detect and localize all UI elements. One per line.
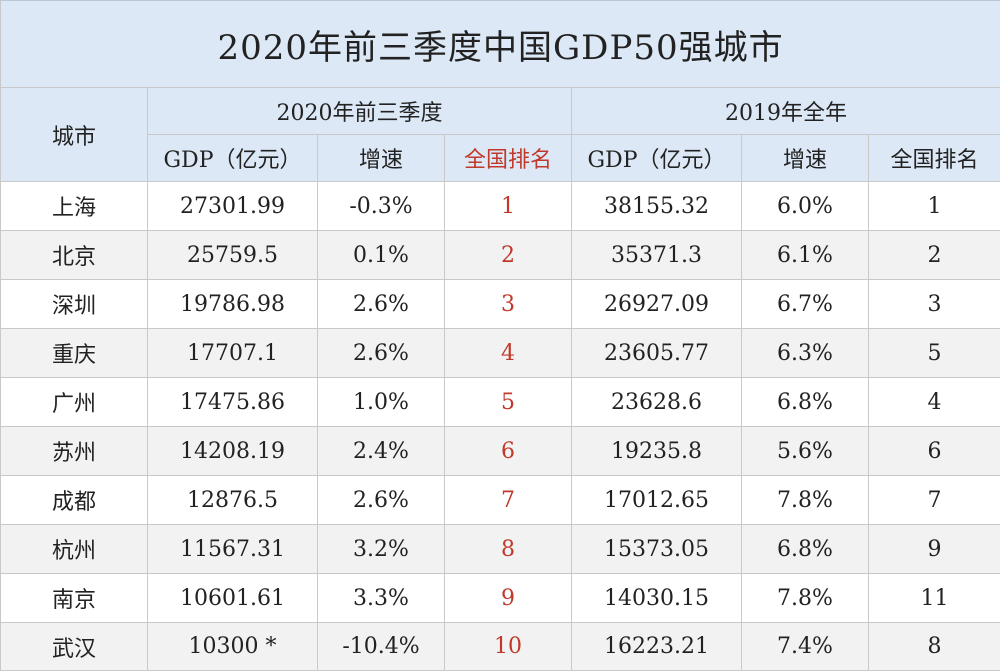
- gdp-2019-cell: 14030.15: [572, 574, 742, 623]
- table-title: 2020年前三季度中国GDP50强城市: [1, 1, 1000, 88]
- growth-2019-cell: 7.8%: [742, 574, 869, 623]
- growth-2019-cell: 6.8%: [742, 525, 869, 574]
- rank-2019-cell: 9: [869, 525, 1000, 574]
- table-row: 南京 10601.61 3.3% 9 14030.15 7.8% 11: [1, 574, 1000, 623]
- growth-2020-cell: -10.4%: [318, 623, 445, 671]
- city-cell: 深圳: [1, 280, 148, 329]
- gdp-2020-cell: 11567.31: [148, 525, 318, 574]
- rank-2020-header: 全国排名: [445, 135, 572, 182]
- rank-2020-cell: 6: [445, 427, 572, 476]
- rank-2020-cell: 3: [445, 280, 572, 329]
- rank-2019-header: 全国排名: [869, 135, 1000, 182]
- rank-2020-cell: 2: [445, 231, 572, 280]
- gdp-2019-cell: 23628.6: [572, 378, 742, 427]
- gdp-2020-cell: 19786.98: [148, 280, 318, 329]
- growth-2020-cell: 3.2%: [318, 525, 445, 574]
- growth-2019-cell: 5.6%: [742, 427, 869, 476]
- gdp-2019-cell: 26927.09: [572, 280, 742, 329]
- city-cell: 广州: [1, 378, 148, 427]
- city-cell: 武汉: [1, 623, 148, 671]
- growth-2020-cell: 1.0%: [318, 378, 445, 427]
- city-cell: 北京: [1, 231, 148, 280]
- gdp-2020-cell: 14208.19: [148, 427, 318, 476]
- gdp-2019-header: GDP（亿元）: [572, 135, 742, 182]
- rank-2020-cell: 7: [445, 476, 572, 525]
- city-cell: 重庆: [1, 329, 148, 378]
- rank-2019-cell: 3: [869, 280, 1000, 329]
- growth-2020-cell: 2.4%: [318, 427, 445, 476]
- city-column-header: 城市: [1, 88, 148, 182]
- rank-2019-cell: 5: [869, 329, 1000, 378]
- rank-2020-cell: 5: [445, 378, 572, 427]
- growth-2020-header: 增速: [318, 135, 445, 182]
- growth-2020-cell: 0.1%: [318, 231, 445, 280]
- gdp-2020-cell: 17475.86: [148, 378, 318, 427]
- table-row: 苏州 14208.19 2.4% 6 19235.8 5.6% 6: [1, 427, 1000, 476]
- gdp-2019-cell: 17012.65: [572, 476, 742, 525]
- gdp-2019-cell: 23605.77: [572, 329, 742, 378]
- growth-2020-cell: -0.3%: [318, 182, 445, 231]
- gdp-2020-cell: 17707.1: [148, 329, 318, 378]
- rank-2020-cell: 8: [445, 525, 572, 574]
- growth-2020-cell: 2.6%: [318, 329, 445, 378]
- gdp-2020-cell: 12876.5: [148, 476, 318, 525]
- rank-2020-cell: 4: [445, 329, 572, 378]
- gdp-2019-cell: 16223.21: [572, 623, 742, 671]
- city-cell: 杭州: [1, 525, 148, 574]
- rank-2019-cell: 1: [869, 182, 1000, 231]
- rank-2019-cell: 7: [869, 476, 1000, 525]
- gdp-2019-cell: 15373.05: [572, 525, 742, 574]
- growth-2020-cell: 3.3%: [318, 574, 445, 623]
- growth-2020-cell: 2.6%: [318, 476, 445, 525]
- growth-2019-cell: 6.0%: [742, 182, 869, 231]
- rank-2020-cell: 9: [445, 574, 572, 623]
- city-cell: 成都: [1, 476, 148, 525]
- growth-2019-cell: 6.3%: [742, 329, 869, 378]
- gdp-2020-cell: 27301.99: [148, 182, 318, 231]
- rank-2019-cell: 8: [869, 623, 1000, 671]
- table-row: 成都 12876.5 2.6% 7 17012.65 7.8% 7: [1, 476, 1000, 525]
- rank-2019-cell: 11: [869, 574, 1000, 623]
- growth-2019-cell: 7.4%: [742, 623, 869, 671]
- rank-2019-cell: 6: [869, 427, 1000, 476]
- group-header-2019: 2019年全年: [572, 88, 1000, 135]
- table-row: 武汉 10300 * -10.4% 10 16223.21 7.4% 8: [1, 623, 1000, 671]
- city-cell: 苏州: [1, 427, 148, 476]
- city-cell: 南京: [1, 574, 148, 623]
- rank-2020-cell: 1: [445, 182, 572, 231]
- growth-2019-header: 增速: [742, 135, 869, 182]
- gdp-2020-header: GDP（亿元）: [148, 135, 318, 182]
- table-row: 杭州 11567.31 3.2% 8 15373.05 6.8% 9: [1, 525, 1000, 574]
- table-row: 重庆 17707.1 2.6% 4 23605.77 6.3% 5: [1, 329, 1000, 378]
- rank-2020-cell: 10: [445, 623, 572, 671]
- growth-2020-cell: 2.6%: [318, 280, 445, 329]
- table-row: 北京 25759.5 0.1% 2 35371.3 6.1% 2: [1, 231, 1000, 280]
- growth-2019-cell: 6.1%: [742, 231, 869, 280]
- growth-2019-cell: 6.8%: [742, 378, 869, 427]
- table-row: 广州 17475.86 1.0% 5 23628.6 6.8% 4: [1, 378, 1000, 427]
- growth-2019-cell: 6.7%: [742, 280, 869, 329]
- gdp-2019-cell: 19235.8: [572, 427, 742, 476]
- growth-2019-cell: 7.8%: [742, 476, 869, 525]
- gdp-2019-cell: 38155.32: [572, 182, 742, 231]
- gdp-2020-cell: 10300 *: [148, 623, 318, 671]
- rank-2019-cell: 2: [869, 231, 1000, 280]
- gdp-2019-cell: 35371.3: [572, 231, 742, 280]
- rank-2019-cell: 4: [869, 378, 1000, 427]
- city-cell: 上海: [1, 182, 148, 231]
- gdp-2020-cell: 25759.5: [148, 231, 318, 280]
- group-header-2020: 2020年前三季度: [148, 88, 572, 135]
- table-row: 上海 27301.99 -0.3% 1 38155.32 6.0% 1: [1, 182, 1000, 231]
- table-row: 深圳 19786.98 2.6% 3 26927.09 6.7% 3: [1, 280, 1000, 329]
- gdp-2020-cell: 10601.61: [148, 574, 318, 623]
